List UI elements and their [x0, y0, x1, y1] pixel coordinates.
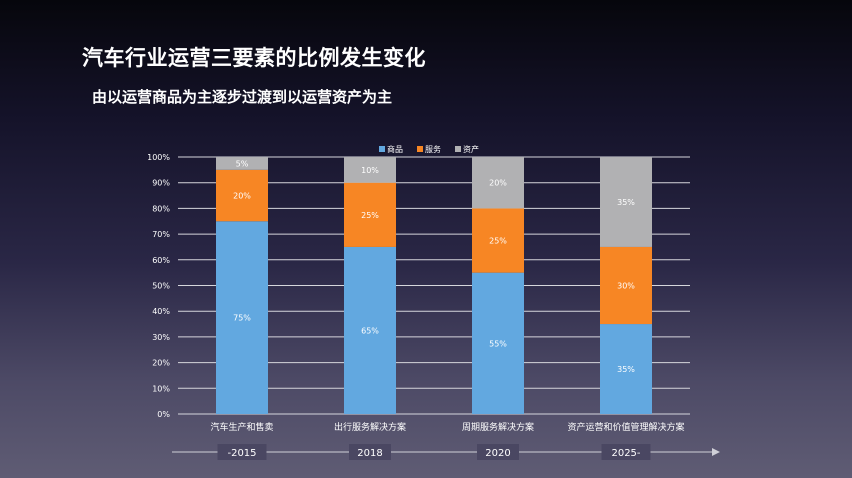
slide-title: 汽车行业运营三要素的比例发生变化: [82, 46, 426, 70]
bar-segment: [472, 157, 524, 209]
timeline-label: 2025-: [611, 448, 640, 459]
y-tick-label: 40%: [152, 307, 170, 316]
legend-label: 服务: [425, 144, 441, 154]
data-label: 20%: [233, 192, 251, 201]
legend-swatch: [417, 146, 423, 152]
data-label: 5%: [236, 159, 249, 168]
bar-segment: [600, 157, 652, 247]
bar-segment: [344, 157, 396, 183]
bar-segment: [344, 246, 396, 414]
timeline-label-bg: [349, 444, 391, 460]
x-tick-label: 汽车生产和售卖: [210, 421, 273, 433]
timeline-label: -2015: [227, 448, 256, 459]
data-label: 10%: [361, 166, 379, 175]
slide-subtitle: 由以运营商品为主逐步过渡到以运营资产为主: [92, 88, 393, 106]
data-label: 55%: [489, 339, 507, 348]
timeline: -2015 2018 2020 2025-: [172, 444, 720, 460]
data-label: 20%: [489, 179, 507, 188]
y-tick-label: 30%: [152, 333, 170, 342]
x-axis-labels: 汽车生产和售卖 出行服务解决方案 周期服务解决方案 资产运营和价值管理解决方案: [210, 421, 684, 433]
y-tick-label: 50%: [152, 282, 170, 291]
timeline-label: 2018: [357, 448, 382, 459]
y-tick-label: 20%: [152, 359, 170, 368]
timeline-label-bg: [601, 444, 651, 460]
y-tick-label: 60%: [152, 256, 170, 265]
data-label: 35%: [617, 365, 635, 374]
data-label: 25%: [489, 237, 507, 246]
bars: [216, 157, 652, 414]
bar-segment: [472, 272, 524, 414]
legend-swatch: [379, 146, 385, 152]
segment-labels: 75% 20% 5% 65% 25% 10% 55% 25% 20% 35% 30% 35%: [233, 159, 635, 374]
y-tick-label: 100%: [147, 153, 170, 162]
legend: 商品 服务 资产: [379, 144, 479, 154]
legend-label: 资产: [463, 144, 479, 154]
legend-swatch: [455, 146, 461, 152]
data-label: 25%: [361, 211, 379, 220]
bar-segment: [216, 157, 268, 170]
stacked-bar-chart: 0% 10% 20% 30% 40% 50% 60% 70% 80% 90% 100% 75% 20%…: [147, 144, 690, 433]
bar-segment: [472, 208, 524, 273]
x-tick-label: 周期服务解决方案: [462, 421, 534, 433]
x-tick-label: 出行服务解决方案: [334, 421, 406, 433]
data-label: 35%: [617, 198, 635, 207]
y-tick-label: 70%: [152, 230, 170, 239]
bar-segment: [216, 221, 268, 414]
y-tick-label: 90%: [152, 179, 170, 188]
timeline-label-bg: [477, 444, 519, 460]
data-label: 75%: [233, 314, 251, 323]
timeline-label-bg: [217, 444, 267, 460]
y-tick-label: 10%: [152, 384, 170, 393]
timeline-arrowhead: [712, 448, 720, 456]
x-tick-label: 资产运营和价值管理解决方案: [567, 421, 684, 433]
data-label: 30%: [617, 282, 635, 291]
data-label: 65%: [361, 326, 379, 335]
timeline-label: 2020: [485, 448, 510, 459]
y-tick-label: 0%: [157, 410, 170, 419]
y-axis-ticks: 0% 10% 20% 30% 40% 50% 60% 70% 80% 90% 100%: [147, 153, 170, 419]
bar-segment: [344, 182, 396, 247]
legend-label: 商品: [387, 144, 403, 154]
y-tick-label: 80%: [152, 204, 170, 213]
bar-segment: [216, 169, 268, 222]
bar-segment: [600, 324, 652, 414]
bar-segment: [600, 246, 652, 325]
